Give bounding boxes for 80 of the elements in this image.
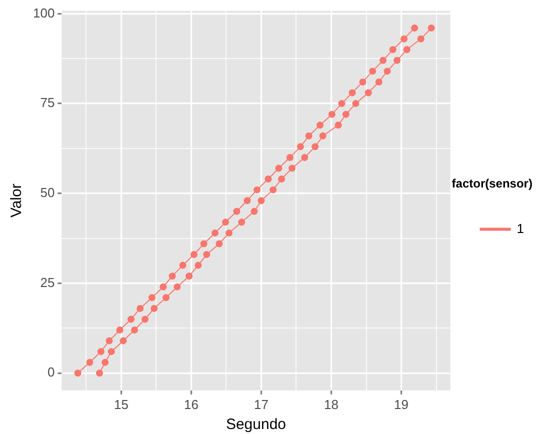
x-axis-title: Segundo: [226, 416, 286, 434]
y-axis-title: Valor: [8, 184, 26, 218]
point: [108, 348, 115, 356]
point: [301, 154, 308, 161]
point: [179, 262, 186, 269]
legend-title: factor(sensor): [452, 176, 532, 191]
point: [250, 208, 258, 215]
point: [364, 89, 372, 96]
x-tick-label: 15: [114, 396, 128, 412]
point: [150, 304, 158, 312]
point: [128, 316, 135, 323]
point: [238, 218, 246, 226]
point: [258, 197, 265, 204]
point: [203, 251, 210, 258]
point: [288, 164, 296, 172]
point: [136, 304, 144, 312]
x-tick-label: 18: [324, 396, 338, 412]
point: [160, 283, 167, 290]
point: [316, 122, 324, 129]
point: [97, 348, 104, 356]
point: [190, 251, 198, 258]
point: [216, 240, 223, 248]
y-tick-label: 100: [32, 5, 55, 20]
point: [275, 164, 282, 172]
x-tick-label: 16: [184, 396, 198, 412]
legend-label: 1: [516, 220, 524, 236]
point: [428, 24, 435, 32]
y-tick-label: 75: [40, 95, 55, 110]
point: [342, 110, 350, 118]
point: [162, 294, 170, 302]
point: [389, 46, 396, 54]
point: [264, 176, 272, 183]
point: [369, 68, 376, 75]
point: [319, 132, 326, 140]
point: [296, 143, 304, 150]
point: [359, 78, 366, 86]
point: [254, 186, 261, 194]
point: [226, 229, 233, 236]
point: [394, 56, 401, 64]
point: [403, 46, 410, 54]
point: [278, 176, 286, 183]
point: [116, 326, 124, 334]
point: [74, 370, 82, 377]
y-tick-label: 25: [40, 274, 55, 290]
point: [312, 143, 319, 150]
point: [400, 35, 408, 42]
point: [417, 35, 424, 42]
point: [328, 110, 336, 118]
point: [131, 326, 138, 334]
point: [380, 56, 387, 64]
point: [174, 283, 181, 290]
x-tick-label: 17: [254, 396, 268, 412]
point: [148, 294, 156, 302]
point: [86, 358, 94, 366]
point: [411, 24, 418, 32]
y-tick-label: 0: [47, 364, 55, 380]
point: [96, 370, 103, 377]
point: [375, 78, 382, 86]
point: [102, 358, 109, 366]
x-tick-label: 19: [394, 396, 408, 412]
point: [212, 229, 219, 236]
point: [244, 197, 251, 204]
point: [305, 132, 312, 140]
point: [270, 186, 277, 194]
point: [168, 272, 176, 280]
point: [352, 100, 360, 108]
y-tick-label: 50: [40, 184, 55, 200]
point: [200, 240, 208, 248]
point: [286, 154, 294, 161]
point: [142, 316, 149, 323]
point: [186, 272, 193, 280]
point: [384, 68, 391, 75]
point: [348, 89, 356, 96]
point: [338, 100, 346, 108]
point: [233, 208, 240, 215]
point: [194, 262, 202, 269]
point: [106, 337, 113, 344]
point: [120, 337, 127, 344]
point: [222, 218, 230, 226]
point: [334, 122, 342, 129]
